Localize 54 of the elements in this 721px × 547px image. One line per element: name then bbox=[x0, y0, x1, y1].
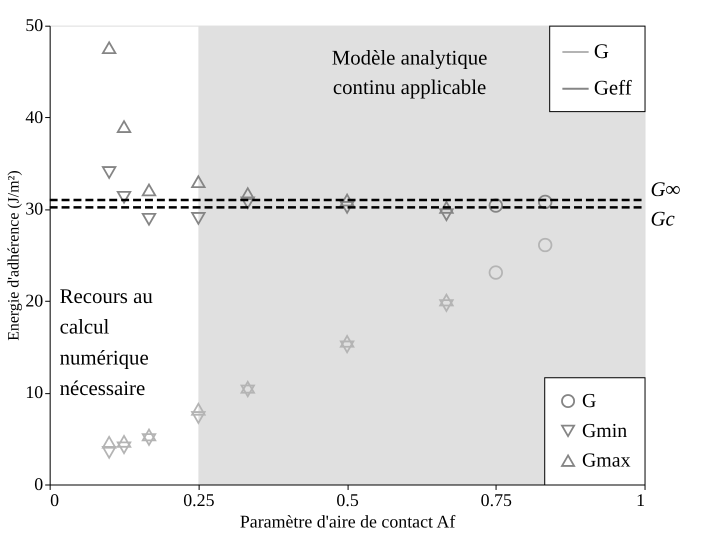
y-tick-label: 10 bbox=[25, 382, 44, 402]
x-axis-title: Paramètre d'aire de contact Af bbox=[240, 512, 456, 532]
ref-line-label: G∞ bbox=[650, 177, 681, 202]
x-tick-label: 0 bbox=[50, 490, 60, 510]
point bbox=[240, 187, 255, 200]
band-label: Modèle analytique continu applicable bbox=[332, 45, 488, 100]
x-tick-label: 0.75 bbox=[480, 490, 512, 510]
y-tick-label: 0 bbox=[34, 474, 44, 494]
point bbox=[240, 384, 255, 398]
point bbox=[191, 175, 206, 188]
legend-label: Gmin bbox=[582, 420, 628, 442]
point bbox=[240, 380, 255, 394]
point bbox=[142, 184, 156, 196]
annotation: G bbox=[594, 38, 609, 63]
y-tick-label: 40 bbox=[25, 106, 44, 127]
point bbox=[488, 265, 503, 280]
point bbox=[116, 120, 132, 133]
x-tick-label: 0.25 bbox=[183, 490, 215, 510]
annotation: Recours au calcul numérique nécessaire bbox=[60, 284, 154, 400]
point bbox=[102, 166, 116, 179]
y-tick-label: 50 bbox=[25, 15, 44, 36]
point bbox=[538, 238, 552, 252]
point bbox=[439, 208, 454, 222]
point bbox=[488, 198, 503, 213]
point bbox=[116, 441, 132, 454]
ref-line-label: Gc bbox=[650, 206, 676, 230]
point bbox=[102, 446, 116, 459]
x-tick-label: 1 bbox=[636, 490, 646, 510]
point bbox=[191, 212, 206, 225]
point bbox=[116, 435, 132, 448]
point bbox=[191, 411, 206, 424]
annotation: Geff bbox=[594, 76, 632, 100]
point bbox=[340, 194, 354, 206]
legend-label: G bbox=[582, 390, 596, 412]
y-tick-label: 30 bbox=[25, 198, 44, 219]
point bbox=[439, 201, 454, 214]
point bbox=[102, 41, 116, 54]
point bbox=[439, 294, 454, 306]
point bbox=[142, 433, 156, 446]
point bbox=[102, 436, 116, 449]
point bbox=[142, 212, 156, 226]
legend-label: Gmax bbox=[582, 450, 631, 472]
point bbox=[116, 190, 132, 204]
point bbox=[340, 335, 354, 348]
point bbox=[142, 428, 156, 442]
y-tick-label: 20 bbox=[25, 290, 44, 310]
point bbox=[191, 402, 206, 416]
point bbox=[240, 196, 255, 210]
x-tick-label: 0.5 bbox=[336, 490, 359, 510]
point bbox=[340, 340, 354, 354]
y-axis-title: Energie d'adhérence (J/m²) bbox=[5, 170, 22, 341]
point bbox=[538, 194, 552, 210]
point bbox=[439, 299, 454, 312]
point bbox=[340, 201, 354, 214]
